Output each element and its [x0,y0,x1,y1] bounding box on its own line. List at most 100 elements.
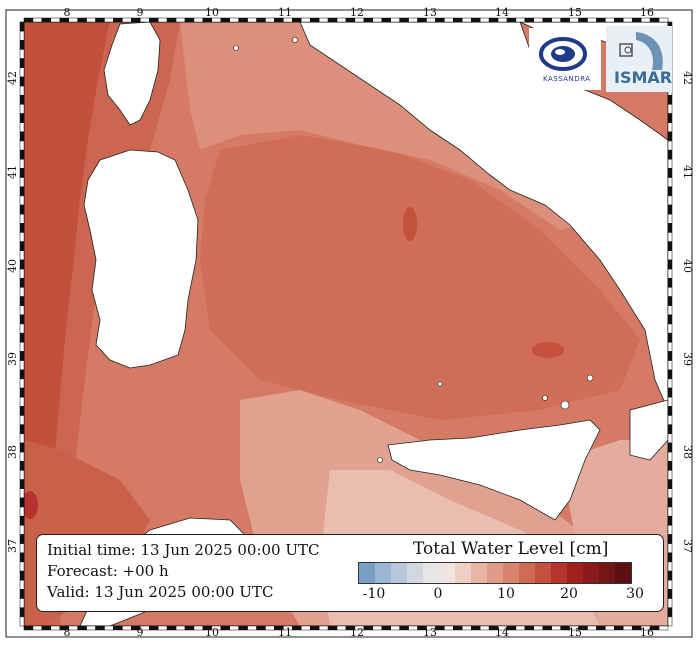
border-segment [372,625,383,631]
island-1 [233,45,239,51]
sea-central [200,135,640,420]
border-segment [408,17,418,23]
border-segment [667,149,673,160]
ismar-logo-text: ISMAR [614,68,673,87]
forecast-text: Forecast: +00 h [47,562,169,580]
border-segment [667,552,673,563]
border-segment [229,625,239,631]
lat-label-right: 40 [681,259,694,273]
border-segment [667,94,673,105]
border-segment [19,451,25,462]
border-segment [336,625,347,631]
island-3 [586,374,594,382]
initial-time-text: Initial time: 13 Jun 2025 00:00 UTC [47,541,320,559]
border-segment [309,17,320,23]
border-segment [19,268,25,279]
lat-label-left: 39 [6,352,19,366]
border-segment [667,396,673,407]
border-segment [19,470,25,480]
border-segment [658,625,669,631]
colorbar-cell [567,563,583,583]
border-segment [453,625,463,631]
border-segment [462,17,472,23]
colorbar-cell [551,563,567,583]
border-segment [19,232,25,242]
border-segment [19,40,25,50]
border-segment [19,104,25,114]
lon-label-top: 11 [278,6,292,19]
border-segment [193,17,204,23]
border-segment [667,451,673,462]
border-segment [95,625,105,631]
border-segment [667,268,673,279]
border-segment [667,131,673,142]
border-segment [157,17,168,23]
border-segment [19,433,25,444]
border-segment [19,149,25,160]
border-segment [122,625,132,631]
kassandra-logo: KASSANDRA [529,28,601,90]
border-segment [104,17,114,23]
border-segment [86,17,96,23]
border-segment [327,625,338,631]
border-segment [19,543,25,554]
colorbar-cell [391,563,407,583]
border-segment [667,534,673,544]
border-segment [193,625,204,631]
border-segment [667,277,673,288]
border-segment [19,515,25,526]
border-segment [667,497,673,508]
colorbar-cell [583,563,599,583]
lat-label-right: 42 [681,71,694,85]
border-segment [19,616,25,627]
border-segment [19,94,25,105]
border-segment [19,415,25,425]
border-segment [19,488,25,499]
border-segment [292,625,302,631]
land-sardinia [83,149,199,369]
border-segment [381,625,391,631]
border-segment [104,625,114,631]
border-segment [166,17,177,23]
border-segment [19,21,25,32]
border-segment [19,213,25,224]
border-segment [667,314,673,325]
border-segment [515,17,526,23]
border-segment [301,625,311,631]
island-2 [292,37,298,43]
border-segment [247,625,257,631]
border-segment [667,543,673,554]
border-segment [19,177,25,187]
lat-label-left: 42 [6,71,19,85]
border-segment [19,277,25,288]
border-segment [256,17,266,23]
kassandra-logo-mark [529,28,601,90]
lat-label-left: 38 [6,445,19,459]
border-segment [175,17,186,23]
border-segment [19,195,25,206]
sea-dark-spot-3 [22,491,38,519]
border-segment [667,140,673,151]
border-segment [667,104,673,114]
border-segment [19,67,25,78]
legend-title: Total Water Level [cm] [413,539,609,559]
border-segment [19,58,25,69]
border-segment [667,506,673,517]
border-segment [122,17,132,23]
kassandra-logo-text: KASSANDRA [543,75,591,83]
colorbar-cell [535,563,551,583]
border-segment [19,442,25,453]
border-segment [19,589,25,599]
border-segment [381,17,391,23]
sea-dark-spot-2 [532,342,564,358]
colorbar-tick-label: 10 [497,586,515,602]
border-segment [623,17,633,23]
lon-label-bottom: 12 [350,626,364,639]
border-segment [390,17,400,23]
border-segment [667,250,673,261]
border-segment [667,479,673,489]
land-italy [299,21,669,411]
info-legend-panel: Initial time: 13 Jun 2025 00:00 UTC Fore… [36,534,664,612]
lon-label-bottom: 13 [423,626,437,639]
colorbar-cell [487,563,503,583]
